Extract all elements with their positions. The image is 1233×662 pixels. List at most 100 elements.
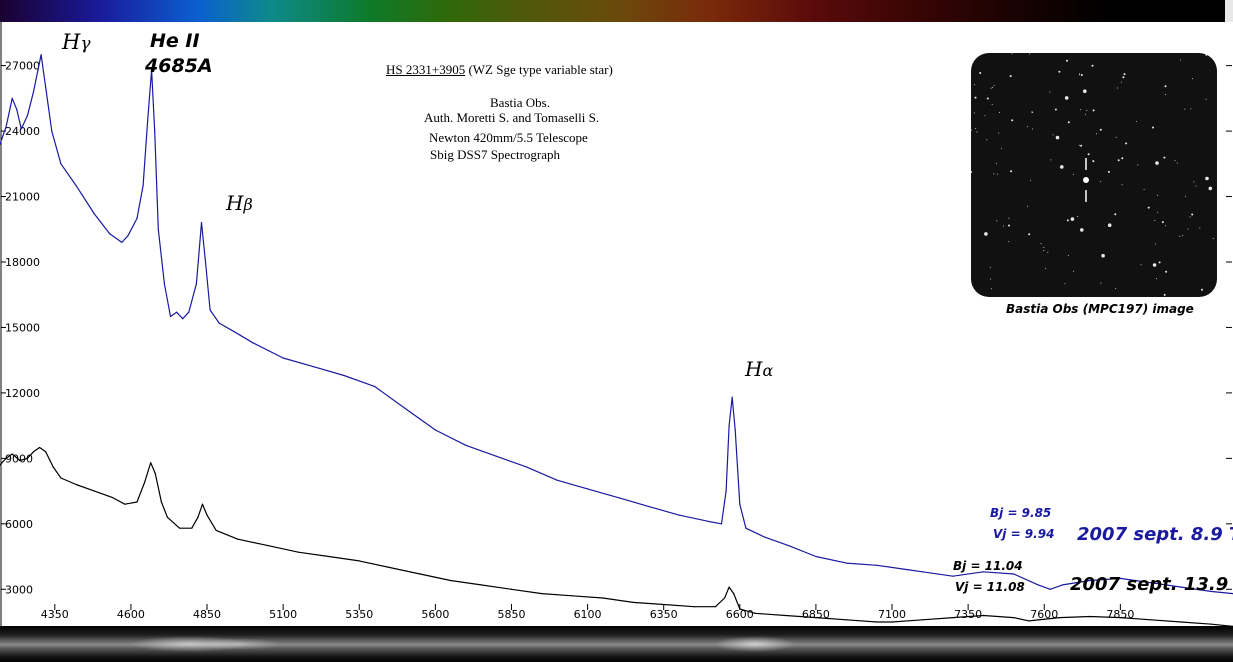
- star-dot: [1195, 185, 1197, 187]
- star-dot: [1083, 89, 1087, 93]
- x-tick-label-14: 7850: [1106, 608, 1134, 621]
- series-0-point-13: [109, 233, 111, 235]
- series-0-point-22: [163, 283, 165, 285]
- series-1-point-7: [45, 451, 47, 453]
- star-field-image: [971, 53, 1217, 297]
- star-dot: [1101, 253, 1105, 258]
- series-1-point-24: [206, 514, 208, 516]
- star-dot: [1154, 220, 1156, 221]
- series-1-point-52: [891, 621, 893, 623]
- series-1-point-27: [267, 545, 269, 547]
- star-dot: [1137, 164, 1139, 166]
- label-h-gamma: Hγ: [62, 30, 91, 54]
- star-dot: [1155, 243, 1157, 245]
- series-1-point-42: [714, 606, 717, 608]
- series-0-point-72: [1180, 586, 1182, 588]
- series-0-point-58: [815, 555, 817, 558]
- series-0-point-21: [157, 228, 159, 230]
- series-0-point-42: [526, 466, 528, 468]
- target-star: [1083, 177, 1089, 183]
- star-dot: [1066, 59, 1068, 62]
- series-1-point-45: [733, 593, 735, 595]
- star-dot: [986, 139, 988, 141]
- star-dot: [984, 232, 988, 236]
- series-1-point-36: [541, 593, 543, 595]
- star-dot: [1080, 228, 1084, 232]
- star-dot: [1152, 126, 1154, 129]
- star-dot: [974, 96, 977, 99]
- series-0-point-12: [93, 213, 95, 215]
- star-dot: [1185, 195, 1187, 197]
- star-dot: [975, 128, 977, 130]
- star-dot: [1114, 213, 1117, 216]
- star-dot: [1161, 221, 1164, 224]
- star-dot: [1107, 170, 1110, 173]
- series-0-point-50: [725, 490, 727, 492]
- star-dot: [1212, 238, 1214, 239]
- series-0-point-11: [75, 185, 77, 187]
- series-1-point-58: [1058, 617, 1061, 619]
- star-dot: [986, 97, 989, 100]
- star-dot: [971, 170, 972, 173]
- series-0-point-40: [465, 444, 467, 446]
- series-0-point-2: [11, 97, 13, 99]
- star-dot: [998, 112, 1000, 113]
- series-0-point-6: [32, 91, 35, 93]
- star-dot: [1040, 243, 1042, 245]
- x-tick-label-12: 7350: [954, 608, 982, 621]
- star-dot: [1045, 267, 1047, 269]
- series-1-point-5: [32, 451, 35, 453]
- star-dot: [984, 115, 986, 117]
- star-dot: [1190, 108, 1192, 110]
- observatory-name: Bastia Obs.: [490, 95, 550, 110]
- star-dot: [1179, 235, 1181, 237]
- star-dot: [996, 173, 998, 175]
- star-dot: [1120, 81, 1122, 83]
- series-1-point-47: [754, 612, 756, 614]
- star-dot: [1152, 263, 1157, 267]
- star-dot: [1010, 170, 1013, 173]
- series-1-point-16: [150, 462, 152, 464]
- star-dot: [1076, 216, 1078, 218]
- series-0-point-69: [1089, 579, 1091, 582]
- series-0-point-39: [434, 429, 436, 431]
- series-1-point-8: [52, 466, 54, 468]
- series-0-point-16: [136, 217, 138, 219]
- x-tick-label-8: 6350: [650, 608, 678, 621]
- star-dot: [1205, 53, 1208, 56]
- series-0-point-30: [209, 309, 211, 311]
- series-1-point-4: [26, 457, 28, 459]
- x-tick-label-3: 5100: [269, 608, 297, 621]
- star-dot: [1008, 241, 1010, 243]
- star-dot: [995, 163, 997, 165]
- star-dot: [1031, 128, 1033, 130]
- series-0-point-20: [154, 130, 156, 132]
- star-dot: [1072, 173, 1074, 175]
- x-tick-label-10: 6850: [802, 608, 830, 621]
- series-1-point-55: [982, 614, 984, 617]
- star-dot: [1125, 142, 1128, 145]
- star-dot: [1091, 64, 1094, 67]
- series-0-point-7: [40, 54, 42, 56]
- series-1-point-25: [215, 529, 217, 531]
- star-dot: [1164, 225, 1166, 227]
- star-dot: [1054, 108, 1057, 111]
- star-dot: [998, 132, 1000, 134]
- series-0-point-19: [151, 69, 153, 71]
- series-0-point-25: [182, 318, 184, 320]
- raw-spectrum-strip: [0, 626, 1233, 662]
- series-1-point-22: [197, 516, 199, 518]
- star-dot: [1174, 159, 1176, 161]
- series-0-point-27: [195, 283, 197, 285]
- star-dot: [1047, 251, 1049, 253]
- star-dot: [1165, 94, 1166, 95]
- star-dot: [1164, 85, 1167, 88]
- series-0-point-64: [982, 571, 984, 573]
- series-1-point-37: [571, 595, 573, 597]
- star-dot: [1140, 264, 1142, 266]
- series-1-point-34: [480, 584, 482, 586]
- top-band-edge: [1225, 0, 1233, 22]
- image-caption: Bastia Obs (MPC197) image: [1006, 302, 1194, 316]
- star-dot: [1135, 121, 1137, 122]
- series-0-point-65: [1013, 573, 1015, 575]
